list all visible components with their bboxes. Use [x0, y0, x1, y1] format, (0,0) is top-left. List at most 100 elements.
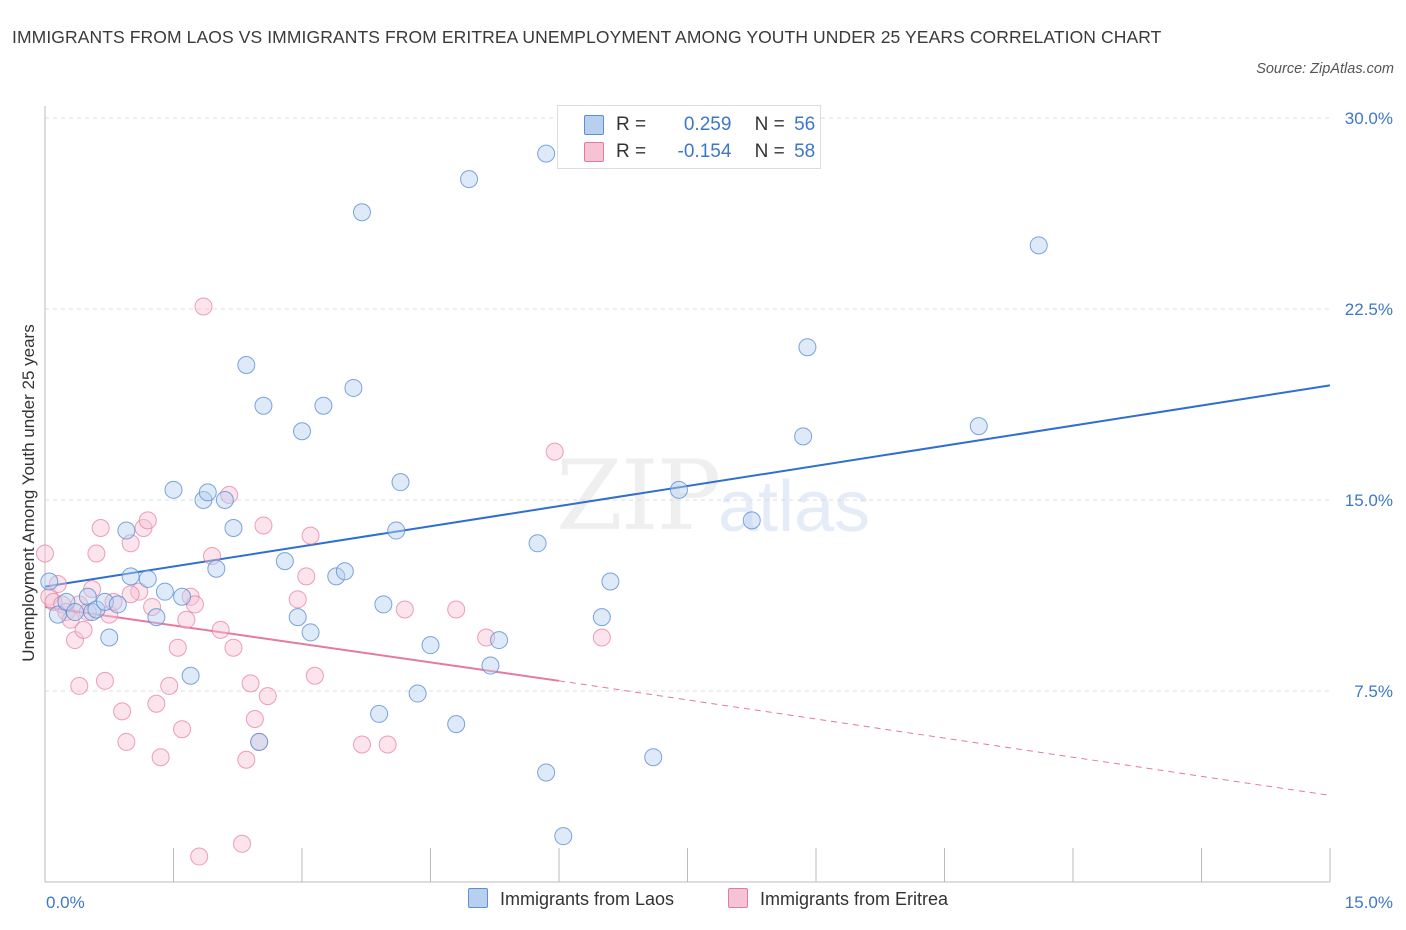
- axes: [44, 106, 1331, 883]
- data-point-laos: [374, 595, 393, 614]
- y-axis-label: Unemployment Among Youth under 25 years: [19, 324, 38, 661]
- data-point-laos: [48, 605, 67, 624]
- data-point-laos: [181, 666, 200, 685]
- source-label: Source: ZipAtlas.com: [1256, 61, 1394, 77]
- data-point-eritrea: [288, 590, 307, 609]
- data-point-laos: [138, 569, 157, 588]
- data-point-laos: [490, 631, 509, 650]
- x-tick-label: 15.0%: [1345, 893, 1393, 912]
- data-point-laos: [250, 732, 269, 751]
- data-point-laos: [164, 480, 183, 499]
- data-point-laos: [293, 422, 311, 441]
- laos-legend-swatch: [468, 888, 488, 908]
- data-point-laos: [969, 417, 988, 436]
- data-point-laos: [314, 396, 333, 415]
- data-point-eritrea: [305, 666, 324, 685]
- data-point-eritrea: [395, 600, 414, 619]
- trend-lines: [44, 384, 1331, 796]
- data-point-laos: [147, 608, 166, 627]
- data-point-eritrea: [545, 442, 564, 461]
- data-point-laos: [108, 595, 127, 614]
- bottom-legend-eritrea: Immigrants from Eritrea: [728, 888, 948, 910]
- legend-laos-n: 56: [794, 114, 816, 135]
- data-point-eritrea: [168, 638, 187, 657]
- y-tick-label: 7.5%: [1354, 682, 1393, 701]
- eritrea-swatch: [584, 142, 604, 162]
- data-point-eritrea: [177, 610, 196, 629]
- data-point-laos: [352, 203, 371, 222]
- legend-n-label: N =: [754, 114, 785, 135]
- legend-eritrea-r: -0.154: [677, 141, 732, 162]
- data-point-laos: [65, 603, 84, 622]
- trend-line-laos: [44, 384, 1331, 588]
- data-point-eritrea: [117, 732, 136, 751]
- data-point-eritrea: [121, 585, 140, 604]
- y-tick-label: 22.5%: [1345, 300, 1393, 319]
- data-point-laos: [275, 552, 294, 571]
- data-point-eritrea: [36, 544, 54, 563]
- data-point-laos: [173, 587, 192, 606]
- legend-n-label: N =: [754, 141, 785, 162]
- data-point-eritrea: [173, 720, 192, 739]
- legend-eritrea-n: 58: [794, 141, 816, 162]
- data-point-laos: [100, 628, 119, 647]
- data-point-eritrea: [143, 597, 162, 616]
- trend-line-eritrea: [44, 605, 560, 682]
- data-point-eritrea: [254, 516, 273, 535]
- data-point-eritrea: [237, 750, 256, 769]
- data-point-eritrea: [91, 519, 110, 538]
- tick-labels: 7.5% 15.0% 22.5% 30.0% 0.0% 15.0%: [46, 109, 1393, 912]
- data-point-eritrea: [113, 702, 132, 721]
- data-point-laos: [1029, 236, 1048, 255]
- data-point-eritrea: [258, 687, 277, 706]
- data-point-laos: [644, 748, 663, 767]
- data-point-laos: [301, 623, 320, 642]
- data-point-laos: [528, 534, 547, 553]
- data-point-laos: [421, 636, 440, 655]
- data-point-eritrea: [447, 600, 466, 619]
- data-point-laos: [335, 562, 354, 581]
- data-point-laos: [117, 521, 136, 540]
- correlation-legend: R = 0.259 N = 56 R = -0.154 N = 58: [557, 105, 821, 169]
- laos-swatch: [584, 115, 604, 135]
- data-point-laos: [601, 572, 620, 591]
- data-point-laos: [537, 144, 556, 163]
- data-point-eritrea: [245, 710, 264, 729]
- watermark-zip: ZIP: [556, 440, 721, 552]
- data-point-laos: [254, 396, 273, 415]
- data-point-laos: [460, 170, 479, 189]
- data-point-eritrea: [160, 676, 179, 695]
- legend-laos-r: 0.259: [683, 114, 732, 135]
- data-point-laos: [344, 378, 363, 397]
- data-point-laos: [447, 715, 466, 734]
- laos-legend-label: Immigrants from Laos: [500, 889, 675, 909]
- data-point-laos: [554, 827, 573, 846]
- x-tick-label: 0.0%: [46, 893, 85, 912]
- data-point-eritrea: [87, 544, 106, 563]
- data-point-eritrea: [297, 567, 316, 586]
- y-tick-label: 30.0%: [1345, 109, 1393, 128]
- series-eritrea: [36, 297, 611, 866]
- watermark-atlas: atlas: [718, 467, 871, 547]
- data-point-laos: [481, 656, 500, 675]
- data-point-eritrea: [224, 638, 243, 657]
- data-point-laos: [224, 519, 243, 538]
- series-laos: [40, 144, 1048, 846]
- data-point-laos: [327, 567, 346, 586]
- data-point-laos: [537, 763, 556, 782]
- data-point-eritrea: [194, 297, 213, 316]
- y-tick-label: 15.0%: [1345, 491, 1393, 510]
- data-point-laos: [40, 572, 59, 591]
- data-point-laos: [215, 491, 234, 509]
- legend-r-label: R =: [616, 114, 647, 135]
- data-point-eritrea: [138, 511, 157, 530]
- data-point-laos: [391, 473, 410, 492]
- data-point-laos: [742, 511, 761, 530]
- data-point-laos: [207, 559, 226, 578]
- data-point-laos: [198, 483, 217, 502]
- data-point-laos: [798, 338, 817, 357]
- data-point-eritrea: [378, 735, 397, 754]
- legend-r-label: R =: [616, 141, 647, 162]
- data-point-eritrea: [95, 671, 114, 690]
